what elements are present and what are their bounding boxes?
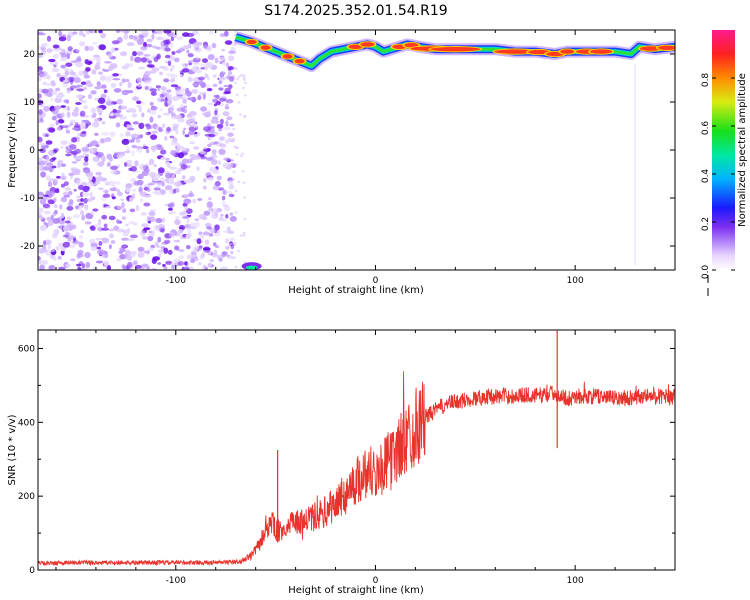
ytick-label: 0 <box>29 566 35 576</box>
colorbar-tick-label: 0.4 <box>701 169 711 184</box>
ytick-label: 200 <box>18 492 35 502</box>
snr-panel: -100 0 100 0 200 400 600 Height of straight li… <box>7 329 676 596</box>
xtick-label: 100 <box>567 276 584 286</box>
snr-frame <box>37 329 676 571</box>
chart-title: S174.2025.352.01.54.R19 <box>264 3 447 19</box>
signal-ridge <box>233 31 675 72</box>
noise-speckles <box>38 30 247 270</box>
colorbar-tick-label: 0.0 <box>701 265 711 280</box>
ytick-label: -10 <box>20 194 35 204</box>
colorbar-ticks: 0.0 0.2 0.4 0.6 0.8 <box>701 73 735 296</box>
xtick-label: 100 <box>567 576 584 586</box>
xtick-label: 0 <box>373 276 379 286</box>
ytick-label: -20 <box>20 242 35 252</box>
colorbar: 0.0 0.2 0.4 0.6 0.8 Normalized spectral ampl… <box>701 30 748 296</box>
colorbar-gradient <box>712 30 735 270</box>
ytick-label: 600 <box>18 344 35 354</box>
spectrogram-frame <box>37 29 676 271</box>
ytick-label: 20 <box>24 50 36 60</box>
snr-content <box>38 330 675 567</box>
xtick-label: -100 <box>166 276 187 286</box>
xtick-label: -100 <box>166 576 187 586</box>
colorbar-tick-label: 0.8 <box>701 73 711 88</box>
snr-ylabel: SNR (10 * v/v) <box>7 414 18 485</box>
colorbar-label: Normalized spectral amplitude <box>737 73 748 227</box>
colorbar-tick-label: 0.6 <box>701 121 711 136</box>
artifact-line <box>634 63 637 266</box>
snr-axes: -100 0 100 0 200 400 600 <box>18 330 675 586</box>
ytick-label: 10 <box>24 98 36 108</box>
xtick-label: 0 <box>373 576 379 586</box>
spectrogram-content <box>38 30 675 270</box>
spectrogram-xlabel: Height of straight line (km) <box>288 285 424 296</box>
snr-xlabel: Height of straight line (km) <box>288 585 424 596</box>
spectrogram-ylabel: Frequency (Hz) <box>7 112 18 188</box>
ytick-label: 0 <box>29 146 35 156</box>
ytick-label: 400 <box>18 418 35 428</box>
snr-line <box>38 371 675 567</box>
colorbar-tick-label: 0.2 <box>701 217 711 231</box>
